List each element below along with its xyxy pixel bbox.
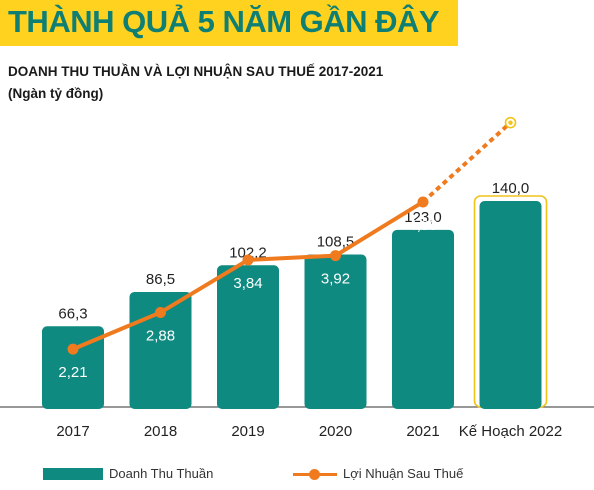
chart-legend: Doanh Thu Thuần Lợi Nhuận Sau Thuế bbox=[0, 466, 594, 486]
profit-point-plan-core bbox=[508, 120, 513, 125]
profit-line-projected bbox=[421, 121, 512, 204]
x-tick-label: 2020 bbox=[319, 423, 352, 440]
profit-point bbox=[417, 196, 429, 208]
bar-value-label: 140,0 bbox=[492, 180, 530, 197]
profit-point bbox=[155, 306, 166, 318]
bar-value-label: 66,3 bbox=[58, 305, 87, 322]
page-title: THÀNH QUẢ 5 NĂM GẦN ĐÂY bbox=[8, 4, 440, 39]
x-tick-label: 2019 bbox=[231, 423, 264, 440]
profit-value-label: 6,35 bbox=[496, 138, 525, 155]
bar-value-label: 108,5 bbox=[317, 234, 355, 251]
bar-value-label: 86,5 bbox=[146, 271, 175, 288]
bar-revenue bbox=[217, 265, 279, 409]
bar-value-label: 123,0 bbox=[404, 209, 442, 226]
legend-label-revenue: Doanh Thu Thuần bbox=[109, 466, 214, 481]
profit-value-label: 2,21 bbox=[58, 364, 87, 381]
profit-point bbox=[242, 254, 254, 266]
chart-unit: (Ngàn tỷ đồng) bbox=[8, 86, 104, 101]
x-tick-label: 2018 bbox=[144, 423, 177, 440]
bar-revenue bbox=[392, 229, 454, 409]
x-tick-label: Kế Hoạch 2022 bbox=[459, 423, 562, 440]
bar-revenue bbox=[42, 326, 104, 409]
bar-revenue bbox=[479, 201, 542, 409]
x-tick-label: 2021 bbox=[406, 423, 439, 440]
legend-item-revenue: Doanh Thu Thuần bbox=[43, 466, 213, 481]
profit-point-plan bbox=[504, 116, 517, 129]
profit-value-label: 2,88 bbox=[146, 327, 175, 344]
x-tick-label: 2017 bbox=[56, 423, 89, 440]
profit-value-label: 3,84 bbox=[233, 275, 262, 292]
combo-chart: 66,3 2017 86,5 2018 102,2 2019 108,5 2020 123,0 2… bbox=[0, 116, 594, 440]
chart-subtitle: DOANH THU THUẦN VÀ LỢI NHUẬN SAU THUẾ 20… bbox=[8, 61, 383, 105]
profit-point bbox=[330, 250, 341, 262]
profit-point bbox=[67, 343, 79, 355]
chart-title: DOANH THU THUẦN VÀ LỢI NHUẬN SAU THUẾ 20… bbox=[8, 64, 384, 79]
title-banner: THÀNH QUẢ 5 NĂM GẦN ĐÂY bbox=[0, 0, 458, 46]
legend-label-profit: Lợi Nhuận Sau Thuế bbox=[343, 466, 464, 481]
legend-swatch-bar bbox=[43, 467, 103, 480]
bar-revenue bbox=[129, 291, 192, 409]
bar-revenue bbox=[304, 254, 367, 409]
legend-item-profit: Lợi Nhuận Sau Thuế bbox=[293, 466, 463, 481]
profit-value-label: 3,92 bbox=[321, 271, 350, 288]
legend-swatch-line bbox=[293, 468, 337, 480]
bar-value-label: 102,2 bbox=[229, 244, 267, 261]
profit-value-label: 4,90 bbox=[408, 217, 437, 234]
